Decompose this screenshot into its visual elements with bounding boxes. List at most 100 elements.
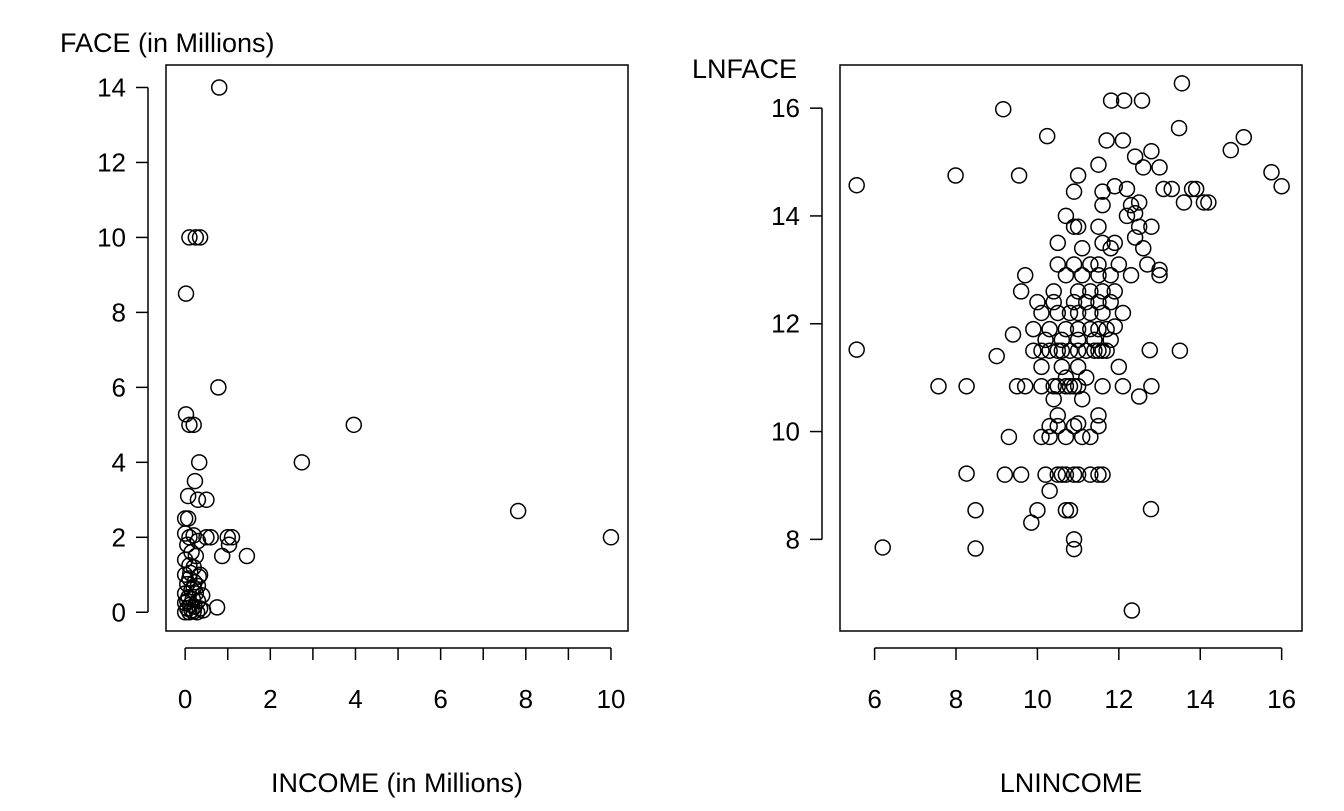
data-point bbox=[1143, 218, 1160, 235]
data-point bbox=[1082, 283, 1099, 300]
data-point bbox=[1049, 417, 1067, 435]
data-point bbox=[1065, 293, 1083, 311]
data-point bbox=[179, 487, 197, 505]
data-point bbox=[345, 416, 363, 434]
data-point bbox=[210, 379, 227, 396]
data-point bbox=[1090, 293, 1107, 311]
data-point bbox=[1033, 428, 1050, 446]
data-point bbox=[1102, 266, 1119, 284]
x-tick-label: 8 bbox=[519, 684, 533, 714]
x-tick-label: 6 bbox=[433, 684, 447, 714]
data-point bbox=[1065, 183, 1083, 200]
data-point bbox=[198, 491, 215, 509]
data-point bbox=[1263, 164, 1280, 181]
data-point bbox=[1053, 358, 1071, 376]
data-point bbox=[1126, 204, 1144, 222]
data-point bbox=[186, 574, 203, 591]
data-point bbox=[190, 568, 208, 585]
data-point bbox=[1041, 342, 1058, 359]
data-point bbox=[1090, 256, 1107, 273]
y-tick-label: 4 bbox=[112, 447, 126, 477]
x-tick-label: 16 bbox=[1267, 684, 1296, 714]
data-point bbox=[1126, 229, 1144, 246]
data-point bbox=[1053, 331, 1071, 349]
data-point bbox=[1049, 342, 1067, 359]
data-point bbox=[602, 529, 620, 546]
y-tick-label: 0 bbox=[112, 597, 126, 627]
y-tick-label: 14 bbox=[771, 201, 800, 231]
data-point bbox=[210, 79, 228, 96]
data-point bbox=[186, 472, 204, 490]
data-point bbox=[1142, 500, 1160, 518]
lnface-vs-lnincome-panel: LNFACE LNINCOME 6 8 10 12 14 16 8 10 12 14 16 bbox=[692, 54, 1303, 798]
y-axis-label: LNFACE bbox=[692, 54, 797, 84]
data-point bbox=[1122, 196, 1140, 214]
data-point bbox=[1094, 196, 1111, 214]
data-point bbox=[293, 454, 311, 471]
data-point bbox=[1126, 148, 1144, 165]
data-point bbox=[1012, 283, 1030, 300]
data-point bbox=[1130, 194, 1148, 211]
data-point bbox=[1106, 234, 1124, 252]
x-tick-label: 8 bbox=[949, 684, 963, 714]
data-point bbox=[1073, 240, 1091, 257]
data-point bbox=[1082, 466, 1099, 483]
data-point bbox=[1049, 256, 1067, 273]
data-point bbox=[1033, 304, 1050, 322]
data-point bbox=[1041, 417, 1058, 435]
data-point bbox=[1155, 180, 1172, 198]
data-point bbox=[1102, 92, 1120, 109]
data-point bbox=[1098, 320, 1115, 338]
data-point bbox=[1175, 194, 1193, 211]
data-point bbox=[958, 465, 975, 482]
data-point bbox=[1170, 119, 1188, 137]
data-point bbox=[190, 454, 208, 471]
data-point bbox=[1098, 342, 1115, 359]
data-point bbox=[1041, 320, 1058, 338]
face-vs-income-panel: FACE (in Millions) INCOME (in Millions) … bbox=[60, 28, 629, 798]
data-point bbox=[1041, 428, 1058, 446]
data-point bbox=[179, 592, 196, 610]
y-tick-label: 8 bbox=[786, 524, 800, 554]
data-point bbox=[967, 502, 984, 519]
data-point bbox=[1090, 320, 1107, 338]
data-point bbox=[1273, 178, 1290, 195]
data-point bbox=[1078, 369, 1095, 386]
data-point bbox=[176, 525, 194, 542]
data-point bbox=[1183, 180, 1201, 198]
data-point bbox=[1171, 342, 1189, 359]
data-point bbox=[1049, 234, 1067, 252]
x-tick-label: 10 bbox=[597, 684, 626, 714]
data-point bbox=[1037, 331, 1054, 349]
data-point bbox=[994, 100, 1012, 118]
data-point bbox=[848, 176, 865, 194]
x-axis-label: INCOME (in Millions) bbox=[271, 768, 523, 798]
x-tick-label: 0 bbox=[178, 684, 192, 714]
y-tick-label: 12 bbox=[97, 147, 126, 177]
data-point bbox=[1045, 378, 1062, 395]
data-point bbox=[1082, 428, 1099, 446]
data-point bbox=[1130, 388, 1148, 405]
data-point bbox=[1143, 378, 1160, 395]
data-point bbox=[1069, 218, 1087, 235]
data-point bbox=[213, 547, 231, 565]
data-point bbox=[958, 378, 975, 395]
data-point bbox=[1065, 256, 1083, 273]
data-point bbox=[1012, 466, 1030, 483]
data-point bbox=[1033, 358, 1050, 376]
data-point bbox=[1082, 304, 1099, 322]
data-point bbox=[1106, 178, 1124, 195]
data-point bbox=[1114, 304, 1132, 322]
data-point bbox=[1038, 127, 1056, 145]
y-tick-label: 12 bbox=[771, 309, 800, 339]
data-point bbox=[1008, 378, 1026, 395]
data-point bbox=[1033, 378, 1050, 395]
data-point bbox=[1114, 132, 1132, 149]
y-axis-label: FACE (in Millions) bbox=[60, 28, 275, 58]
data-point bbox=[1069, 320, 1087, 338]
data-point bbox=[1045, 293, 1062, 311]
data-point bbox=[1069, 304, 1087, 322]
data-point bbox=[238, 547, 256, 565]
data-point bbox=[223, 529, 241, 546]
